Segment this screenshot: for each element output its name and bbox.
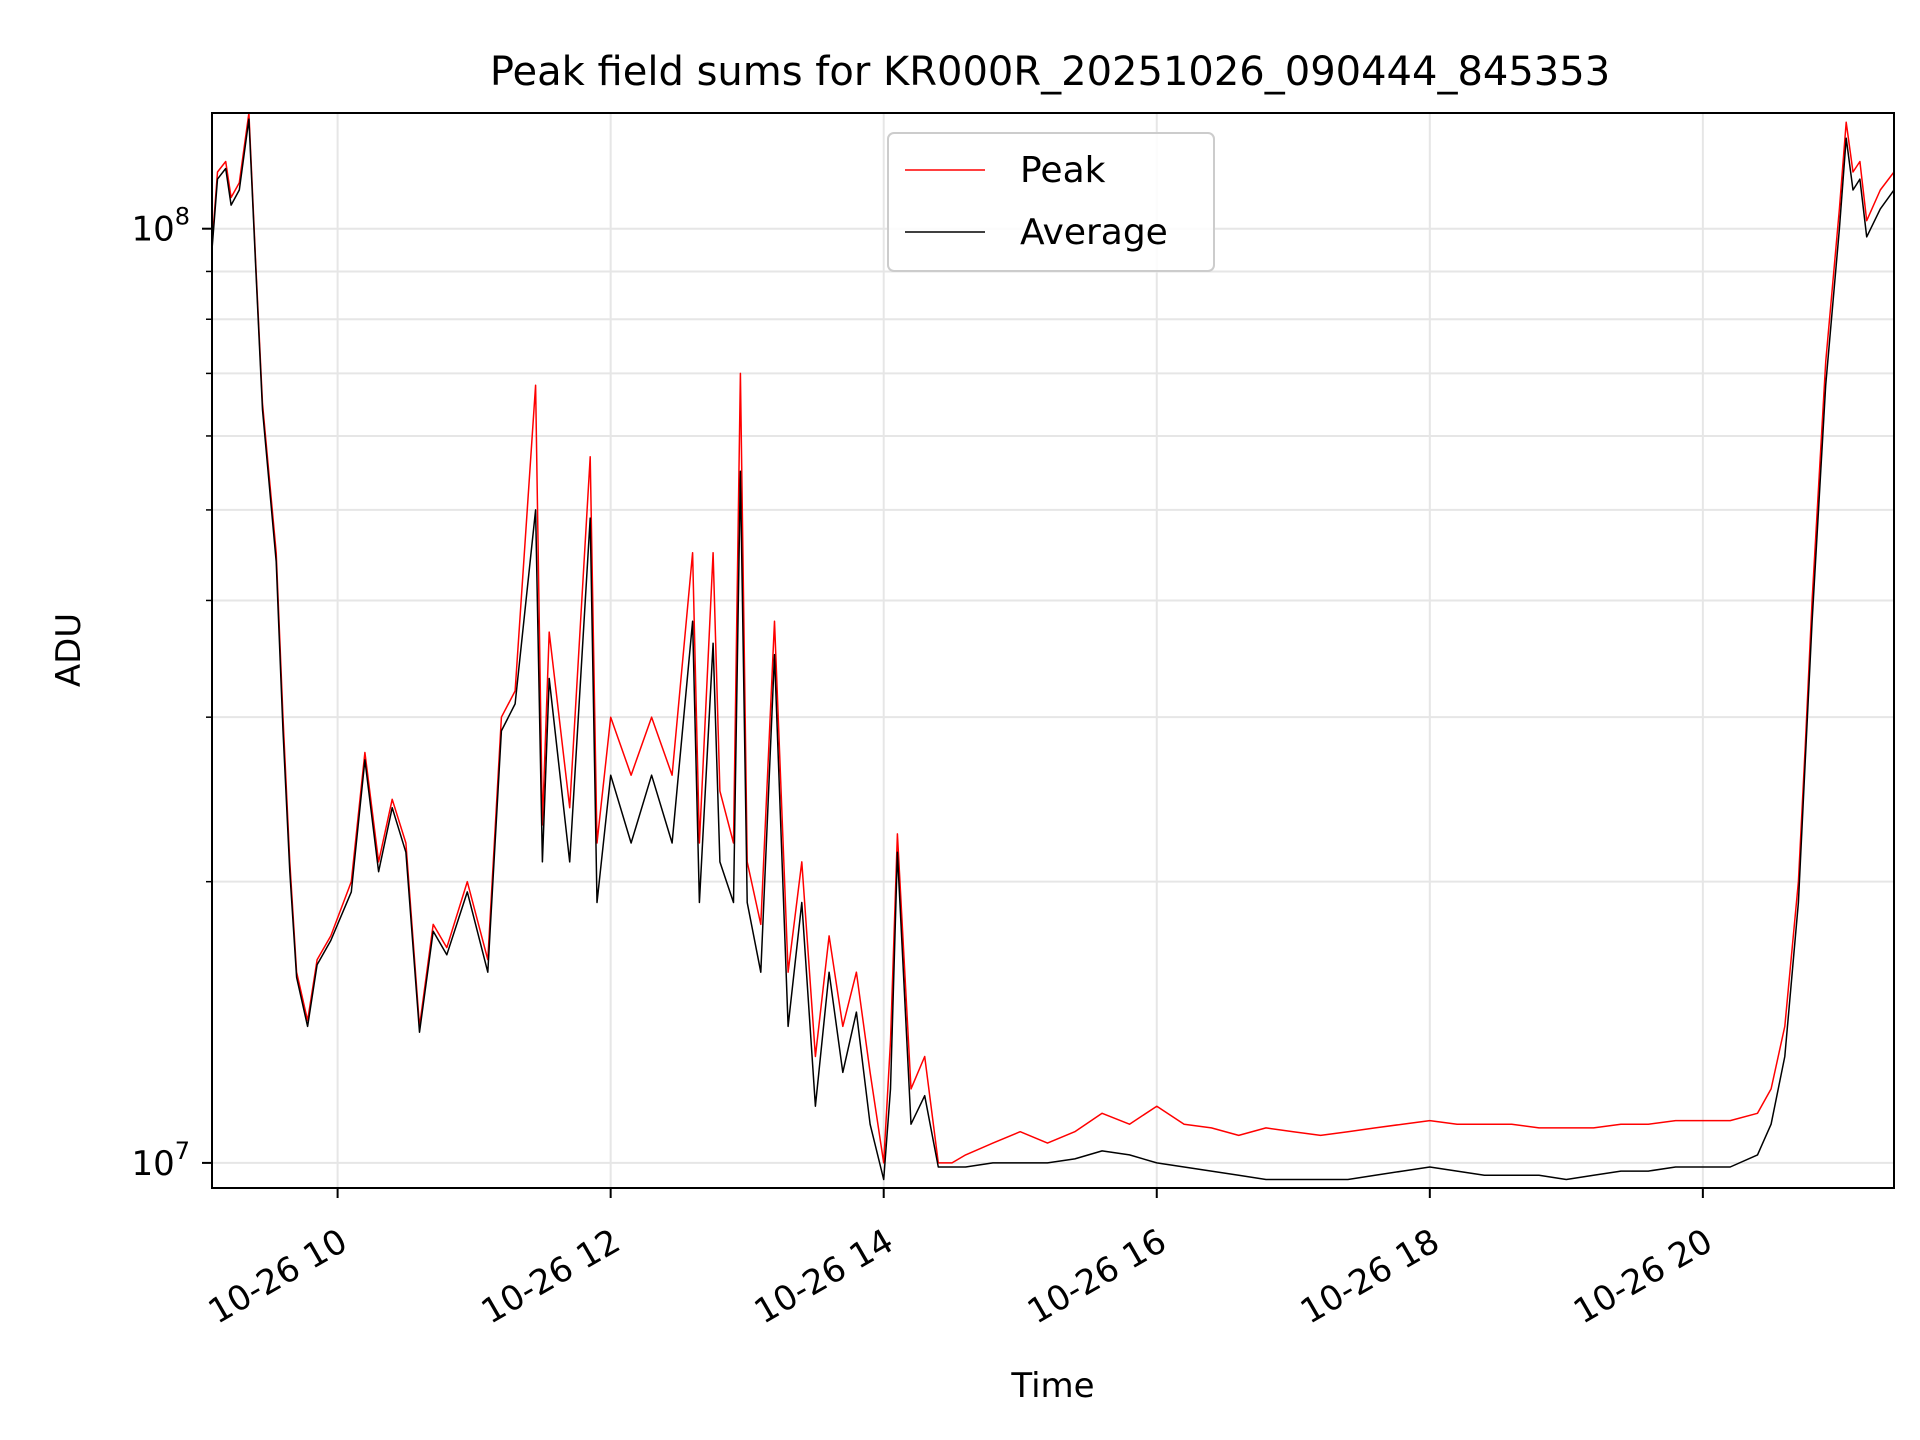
y-axis-label: ADU [49,613,89,687]
legend: Peak Average [887,132,1215,272]
series-line-peak [212,113,1894,1164]
plot-frame [211,112,1895,1189]
y-tick-label: 108 [131,203,190,250]
series-layer [212,113,1894,1181]
x-axis-label: Time [1010,1366,1094,1406]
y-tick-label: 107 [131,1137,190,1184]
chart-title: Peak field sums for KR000R_20251026_0904… [490,49,1610,95]
series-line-average [212,118,1894,1181]
legend-label-peak: Peak [1020,150,1106,191]
legend-label-average: Average [1020,212,1168,253]
legend-box [887,132,1215,272]
